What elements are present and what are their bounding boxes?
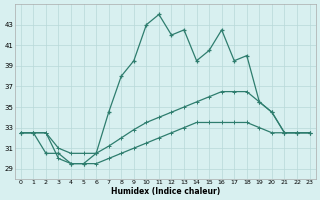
X-axis label: Humidex (Indice chaleur): Humidex (Indice chaleur) [111, 187, 220, 196]
